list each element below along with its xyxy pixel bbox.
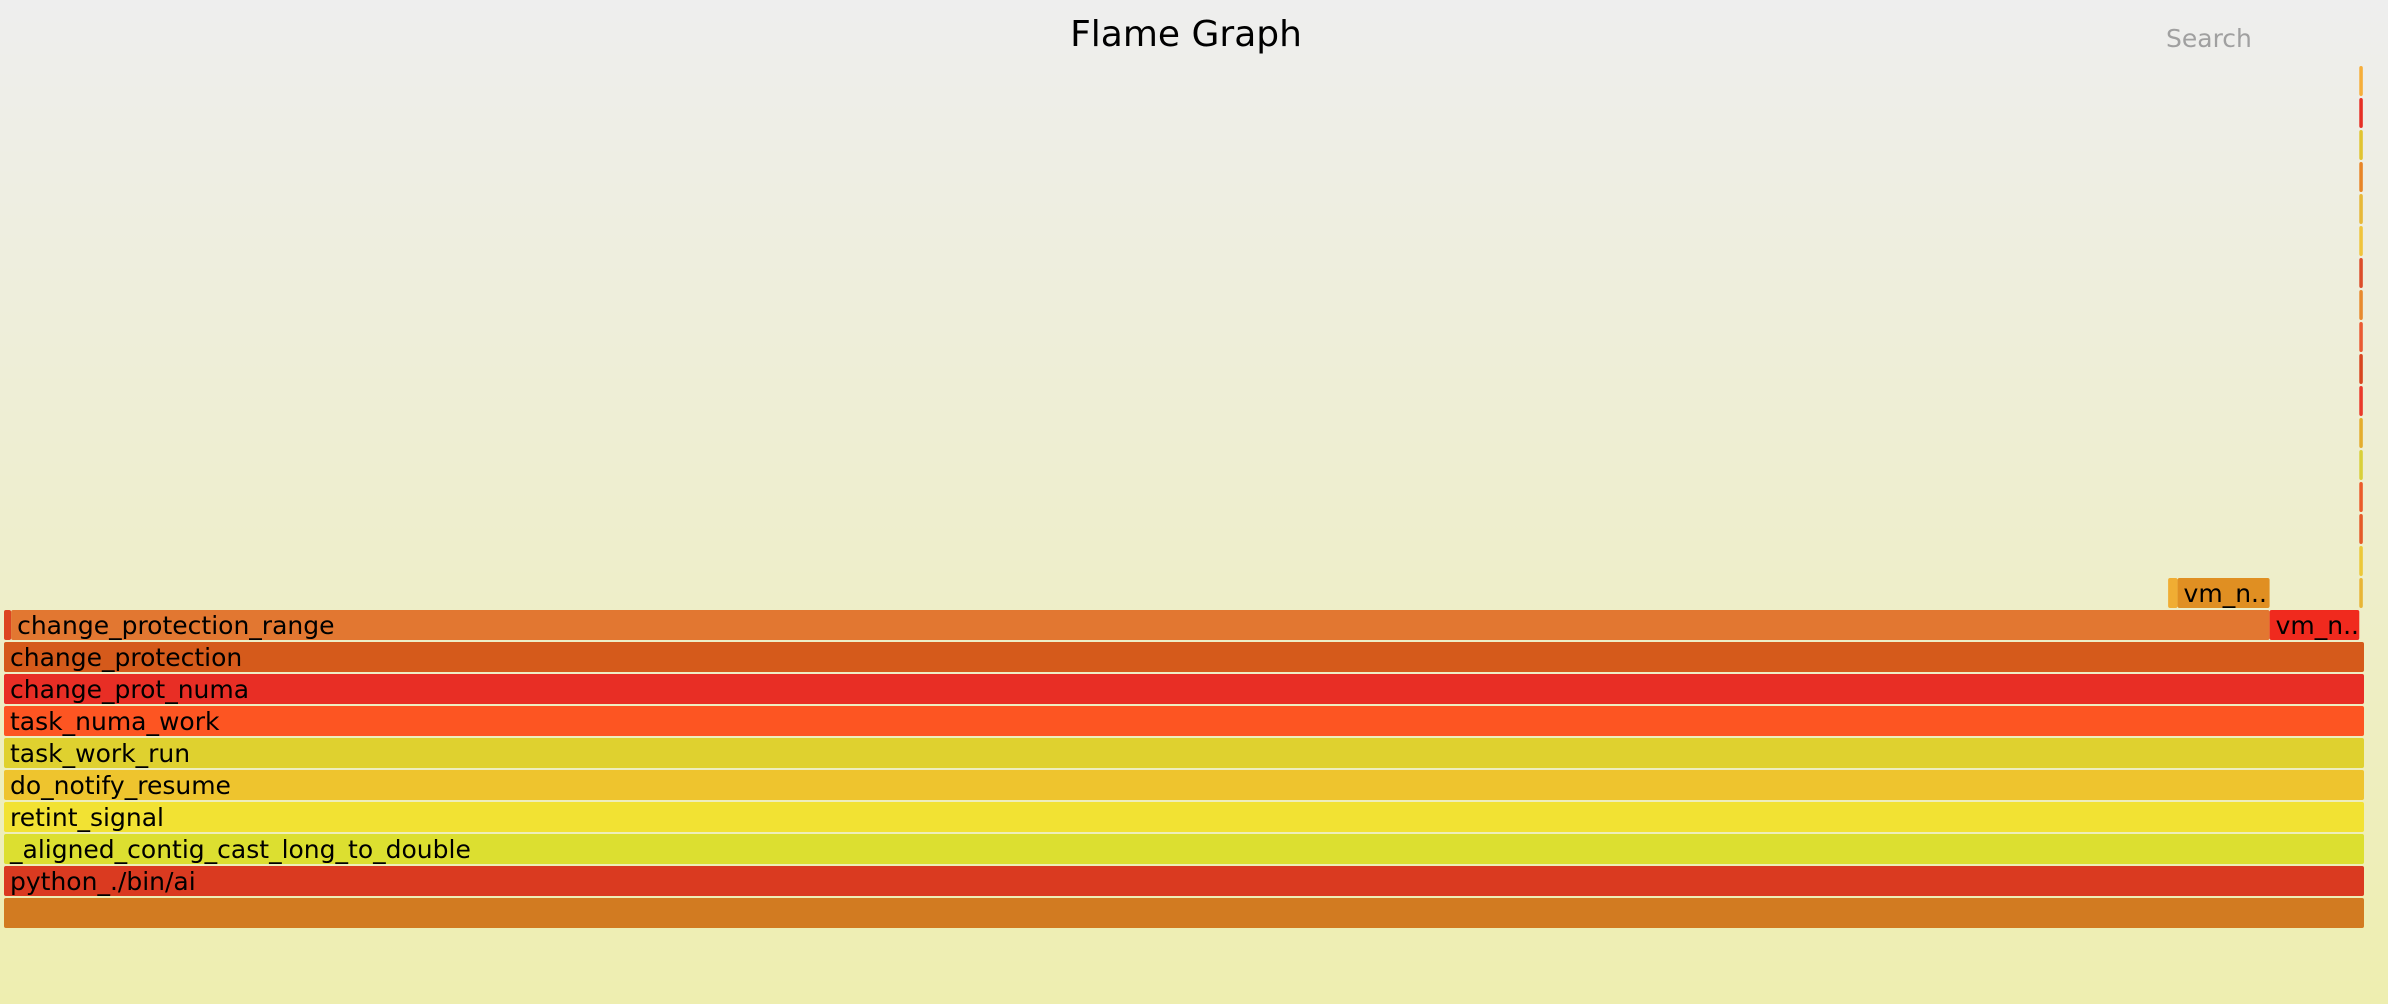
chart-title: Flame Graph (1070, 14, 1302, 55)
flame-frame[interactable] (2359, 290, 2363, 320)
flame-frame[interactable]: task_work_run (4, 738, 2364, 768)
flame-frame-bar[interactable] (11, 610, 2270, 640)
search-button[interactable]: Search (2166, 24, 2252, 53)
flame-frame[interactable] (2359, 66, 2363, 96)
flame-frame-bar[interactable] (4, 866, 2364, 896)
flame-frame[interactable] (2359, 130, 2363, 160)
flame-frame[interactable] (2359, 258, 2363, 288)
flame-frame-bar[interactable] (2168, 578, 2178, 608)
flame-frame-bar[interactable] (4, 834, 2364, 864)
flame-frame[interactable] (2359, 322, 2363, 352)
flame-frame[interactable] (2359, 226, 2363, 256)
flame-frame[interactable]: change_protection (4, 642, 2364, 672)
flame-frame-label: _aligned_contig_cast_long_to_double (9, 835, 471, 864)
flame-frame-bar[interactable] (2359, 450, 2363, 480)
flame-frame-bar[interactable] (2359, 354, 2363, 384)
flame-frame-bar[interactable] (2359, 482, 2363, 512)
flame-frame-bar[interactable] (4, 642, 2364, 672)
flame-frame[interactable] (2359, 354, 2363, 384)
flame-frame-bar[interactable] (4, 674, 2364, 704)
flame-frame-bar[interactable] (2359, 418, 2363, 448)
flame-frame-label: vm_n.. (2184, 579, 2267, 608)
flame-frame[interactable]: do_notify_resume (4, 770, 2364, 800)
flame-frame-label: python_./bin/ai (10, 867, 196, 896)
flame-frame[interactable] (2168, 578, 2178, 608)
flame-frame[interactable]: vm_n.. (2269, 610, 2360, 640)
flame-frame-bar[interactable] (2359, 98, 2363, 128)
flame-frame[interactable] (2359, 546, 2363, 576)
flame-frame[interactable]: vm_n.. (2177, 578, 2270, 608)
flame-frame-bar[interactable] (2359, 226, 2363, 256)
flame-frame-bar[interactable] (2359, 514, 2363, 544)
flame-frame[interactable] (4, 610, 12, 640)
flame-frame-label: retint_signal (10, 803, 164, 832)
flame-frame[interactable]: task_numa_work (4, 706, 2364, 736)
flame-frame-bar[interactable] (2359, 322, 2363, 352)
flame-frame[interactable]: change_prot_numa (4, 674, 2364, 704)
flame-frame-bar[interactable] (2359, 194, 2363, 224)
flame-frame-label: task_numa_work (10, 707, 220, 736)
flame-frame[interactable] (2359, 514, 2363, 544)
flame-frame-bar[interactable] (4, 770, 2364, 800)
flame-frame[interactable] (2359, 386, 2363, 416)
flame-frame-bar[interactable] (4, 610, 12, 640)
flame-frame-bar[interactable] (2269, 610, 2360, 640)
flame-frame[interactable]: python_./bin/ai (4, 866, 2364, 896)
flame-frame[interactable]: retint_signal (4, 802, 2364, 832)
flame-frame[interactable] (2359, 418, 2363, 448)
flame-frame[interactable]: change_protection_range (11, 610, 2270, 640)
flame-frame-bar[interactable] (2359, 66, 2363, 96)
flame-frame-bar[interactable] (4, 706, 2364, 736)
flame-frame[interactable] (4, 898, 2364, 928)
flame-frame-label: vm_n.. (2276, 611, 2359, 640)
flame-frame-bar[interactable] (4, 898, 2364, 928)
flame-frame-label: do_notify_resume (10, 771, 231, 800)
flame-frame-bar[interactable] (2359, 546, 2363, 576)
flame-frame-bar[interactable] (2359, 578, 2363, 608)
flame-frame-bar[interactable] (4, 802, 2364, 832)
flame-frame-bar[interactable] (2177, 578, 2270, 608)
flame-frame[interactable] (2359, 578, 2363, 608)
flame-frame-label: change_protection (10, 643, 242, 672)
flame-frame-bar[interactable] (2359, 130, 2363, 160)
flame-frame-label: change_prot_numa (10, 675, 249, 704)
flame-frame[interactable] (2359, 98, 2363, 128)
flame-frame[interactable] (2359, 162, 2363, 192)
flame-frame-label: task_work_run (10, 739, 190, 768)
flame-frame[interactable]: _aligned_contig_cast_long_to_double (4, 834, 2364, 864)
flame-frame[interactable] (2359, 450, 2363, 480)
flame-frame-bar[interactable] (2359, 258, 2363, 288)
flame-frame-bar[interactable] (2359, 386, 2363, 416)
flame-frame[interactable] (2359, 482, 2363, 512)
flame-frame-bar[interactable] (4, 738, 2364, 768)
flame-frame[interactable] (2359, 194, 2363, 224)
flame-frame-bar[interactable] (2359, 290, 2363, 320)
flame-frame-bar[interactable] (2359, 162, 2363, 192)
flame-frame-label: change_protection_range (17, 611, 334, 640)
